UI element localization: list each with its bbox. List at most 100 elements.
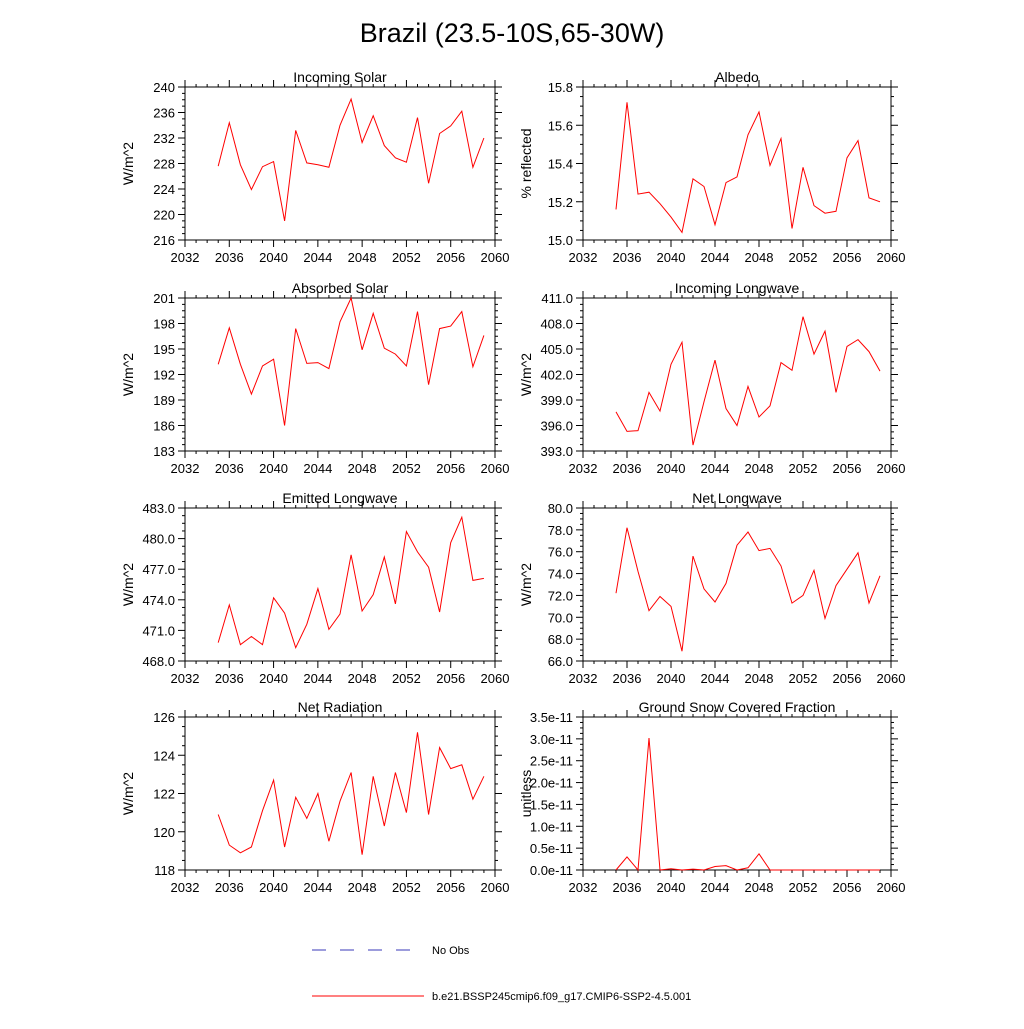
panel-8: Ground Snow Covered Fraction unitless 2032… (518, 699, 905, 895)
x-tick-label: 2056 (833, 461, 862, 476)
x-tick-label: 2040 (657, 461, 686, 476)
y-tick-label: 2.0e-11 (530, 776, 573, 791)
y-axis-label: W/m^2 (120, 142, 136, 185)
series-line (217, 732, 485, 855)
y-tick-label: 80.0 (548, 501, 573, 516)
y-tick-label: 399.0 (540, 393, 573, 408)
y-tick-label: 236 (153, 106, 175, 121)
y-tick-label: 201 (153, 291, 175, 306)
y-tick-label: 411.0 (541, 291, 573, 306)
y-tick-label: 74.0 (548, 567, 573, 582)
series-line (615, 102, 881, 234)
y-tick-label: 186 (153, 419, 175, 434)
x-tick-label: 2032 (569, 250, 598, 265)
y-tick-label: 402.0 (540, 368, 573, 383)
x-tick-label: 2052 (789, 880, 818, 895)
x-tick-label: 2056 (833, 250, 862, 265)
y-tick-label: 124 (153, 748, 175, 763)
y-tick-label: 192 (153, 368, 175, 383)
panel-6: Net Longwave W/m^2 2032 2036 2040 2044 2048 205… (518, 490, 905, 686)
x-tick-label: 2032 (171, 250, 200, 265)
x-tick-label: 2056 (436, 880, 465, 895)
panel-title: Net Longwave (692, 490, 782, 506)
y-tick-label: 189 (153, 393, 175, 408)
y-tick-label: 198 (153, 317, 175, 332)
y-tick-label: 78.0 (548, 523, 573, 538)
legend-obs-label: No Obs (432, 945, 470, 957)
series-line (615, 316, 881, 446)
x-tick-label: 2060 (481, 250, 510, 265)
y-axis-label: W/m^2 (120, 563, 136, 606)
x-tick-label: 2060 (877, 461, 906, 476)
plot-frame (582, 716, 892, 871)
y-tick-label: 393.0 (540, 444, 573, 459)
y-tick-label: 195 (153, 342, 175, 357)
x-tick-label: 2044 (701, 880, 730, 895)
x-tick-label: 2048 (348, 250, 377, 265)
x-tick-label: 2060 (877, 250, 906, 265)
y-tick-label: 183 (153, 444, 175, 459)
x-tick-label: 2052 (789, 250, 818, 265)
series-line (217, 97, 485, 221)
y-tick-label: 220 (153, 208, 175, 223)
panel-7: Net Radiation W/m^2 2032 2036 2040 2044 2048 20… (120, 699, 509, 895)
y-tick-label: 480.0 (142, 532, 175, 547)
x-tick-label: 2052 (392, 250, 421, 265)
x-tick-label: 2036 (613, 461, 642, 476)
x-tick-label: 2036 (215, 250, 244, 265)
x-tick-label: 2044 (303, 250, 332, 265)
x-tick-label: 2044 (303, 671, 332, 686)
y-tick-label: 76.0 (548, 545, 573, 560)
x-tick-label: 2032 (171, 461, 200, 476)
panel-4: Incoming Longwave W/m^2 2032 2036 2040 2044 20… (518, 280, 905, 476)
x-tick-label: 2052 (392, 461, 421, 476)
panel-5: Emitted Longwave W/m^2 2032 2036 2040 2044 204… (120, 490, 509, 686)
y-tick-label: 15.4 (548, 157, 573, 172)
panel-1: Incoming Solar W/m^2 2032 2036 2040 2044 2048 2… (120, 69, 509, 265)
x-tick-label: 2052 (392, 880, 421, 895)
x-tick-label: 2060 (481, 671, 510, 686)
x-tick-label: 2056 (436, 250, 465, 265)
x-tick-label: 2040 (259, 671, 288, 686)
y-tick-label: 15.6 (548, 118, 573, 133)
panel-title: Absorbed Solar (292, 280, 389, 296)
x-tick-label: 2040 (657, 250, 686, 265)
x-tick-label: 2044 (303, 461, 332, 476)
y-tick-label: 216 (153, 233, 175, 248)
y-axis-label: W/m^2 (120, 772, 136, 815)
x-tick-label: 2056 (833, 671, 862, 686)
x-tick-label: 2032 (569, 671, 598, 686)
x-tick-label: 2040 (657, 880, 686, 895)
y-tick-label: 408.0 (540, 317, 573, 332)
y-tick-label: 474.0 (142, 593, 175, 608)
y-tick-label: 118 (154, 863, 175, 878)
panel-2: Albedo % reflected 2032 2036 2040 2044 2048 205… (518, 69, 905, 265)
x-tick-label: 2032 (569, 461, 598, 476)
x-tick-label: 2040 (259, 461, 288, 476)
y-tick-label: 224 (153, 182, 175, 197)
x-tick-label: 2044 (701, 461, 730, 476)
x-tick-label: 2060 (877, 880, 906, 895)
x-tick-label: 2048 (348, 461, 377, 476)
y-tick-label: 15.8 (548, 80, 573, 95)
y-tick-label: 122 (153, 787, 175, 802)
x-tick-label: 2048 (348, 671, 377, 686)
y-tick-label: 1.0e-11 (530, 819, 573, 834)
x-tick-label: 2056 (436, 461, 465, 476)
y-tick-label: 120 (153, 825, 175, 840)
plot-frame (582, 86, 892, 241)
y-tick-label: 15.0 (548, 233, 573, 248)
x-tick-label: 2040 (259, 250, 288, 265)
x-tick-label: 2036 (613, 671, 642, 686)
y-tick-label: 66.0 (548, 654, 573, 669)
y-tick-label: 228 (153, 157, 175, 172)
y-axis-label: % reflected (518, 128, 534, 198)
x-tick-label: 2036 (613, 880, 642, 895)
y-tick-label: 232 (153, 131, 175, 146)
plot-frame (582, 507, 892, 662)
y-tick-label: 3.0e-11 (530, 732, 573, 747)
plot-frame (184, 86, 496, 241)
x-tick-label: 2052 (392, 671, 421, 686)
x-tick-label: 2044 (701, 671, 730, 686)
y-tick-label: 68.0 (548, 632, 573, 647)
